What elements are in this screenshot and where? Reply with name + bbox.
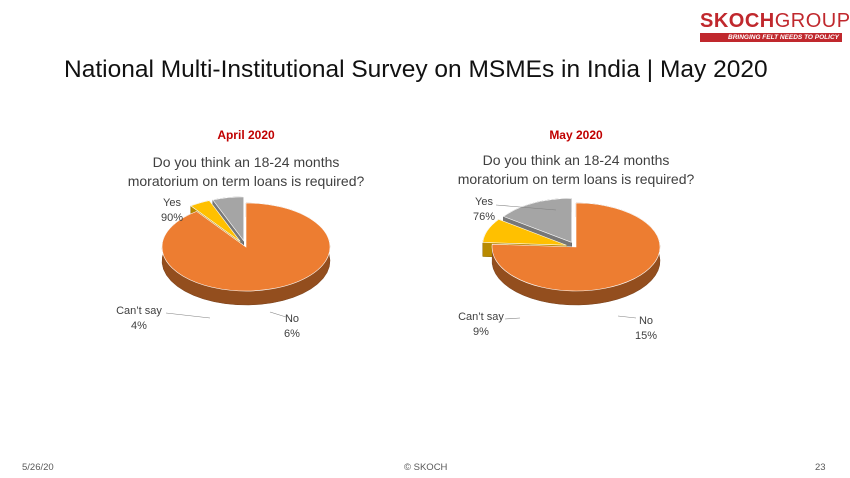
chart-period-title: May 2020 (549, 128, 603, 142)
pie-slice-can-t-say (482, 219, 567, 246)
chart-question-line: Do you think an 18-24 months (153, 154, 340, 170)
logo-wordmark: SKOCHGROUP (700, 10, 850, 32)
pie-slice-yes (161, 202, 331, 292)
logo-group: GROUP (774, 10, 850, 32)
data-label-value-can-t-say: 4% (131, 320, 147, 332)
logo-tagline: BRINGING FELT NEEDS TO POLICY (700, 33, 842, 42)
leader-line-no (617, 315, 637, 319)
data-label-name-can-t-say: Can’t say (116, 305, 162, 317)
footer-copyright: © SKOCH (404, 462, 448, 473)
data-label-value-no: 15% (635, 330, 657, 342)
pie-slice-yes (491, 202, 661, 292)
data-label-name-yes: Yes (163, 197, 181, 209)
slide-title: National Multi-Institutional Survey on M… (64, 56, 768, 83)
chart-question-line: Do you think an 18-24 months (483, 152, 670, 168)
leader-line-no (269, 311, 287, 318)
data-label-value-yes: 76% (473, 211, 495, 223)
pie-slice-no (502, 198, 572, 243)
footer-date: 5/26/20 (22, 462, 54, 473)
leader-line-can-t-say (165, 312, 211, 319)
leader-line-yes (495, 204, 557, 211)
leader-line-can-t-say (504, 317, 521, 320)
data-label-name-no: No (285, 313, 299, 325)
pie-slice-can-t-say (190, 200, 241, 242)
data-label-name-yes: Yes (475, 196, 493, 208)
data-label-value-no: 6% (284, 328, 300, 340)
footer-page-number: 23 (815, 462, 826, 473)
chart-question-line: moratorium on term loans is required? (458, 171, 695, 187)
chart-period-title: April 2020 (217, 128, 275, 142)
skoch-group-logo: SKOCHGROUP BRINGING FELT NEEDS TO POLICY (700, 10, 850, 42)
pie-slice-no (212, 196, 245, 242)
pie-chart-may-2020: May 2020 Do you think an 18-24 months mora… (458, 128, 695, 342)
data-label-name-no: No (639, 315, 653, 327)
data-label-value-can-t-say: 9% (473, 326, 489, 338)
chart-question-line: moratorium on term loans is required? (128, 173, 365, 189)
data-label-value-yes: 90% (161, 212, 183, 224)
data-label-name-can-t-say: Can’t say (458, 311, 504, 323)
logo-brand: SKOCH (700, 10, 775, 32)
pie-chart-april-2020: April 2020 Do you think an 18-24 months mo… (116, 128, 364, 340)
